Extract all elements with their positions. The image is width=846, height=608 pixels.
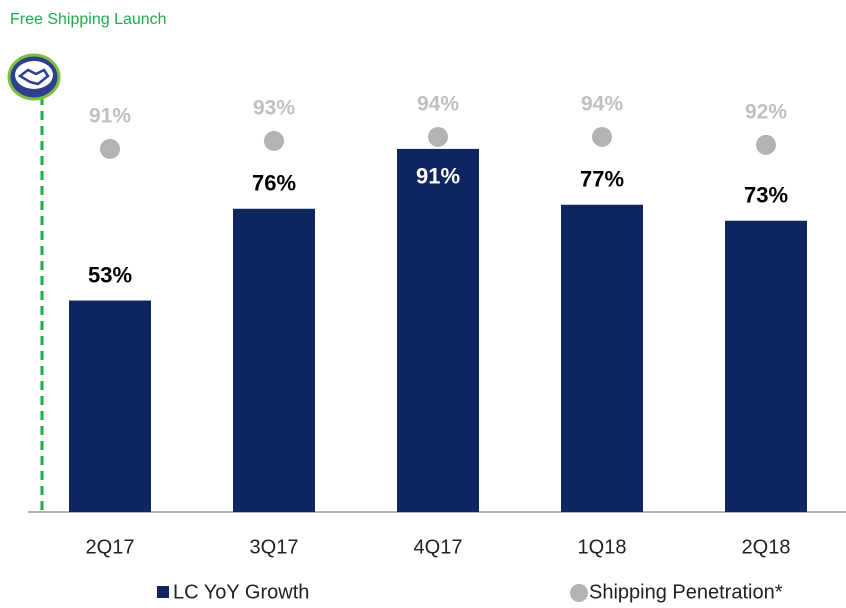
dot-label: 94% <box>581 92 623 115</box>
bar <box>69 300 151 512</box>
dot-label: 91% <box>89 104 131 127</box>
dot <box>264 130 284 151</box>
legend-label: LC YoY Growth <box>173 581 309 603</box>
x-tick-label: 4Q17 <box>414 536 463 558</box>
legend-swatch <box>570 584 588 602</box>
legend-swatch <box>157 586 169 598</box>
bar-label: 91% <box>416 164 460 189</box>
x-tick-label: 2Q17 <box>86 536 135 558</box>
dot <box>756 134 776 155</box>
bar <box>397 148 479 512</box>
dot <box>100 138 120 159</box>
annotation: Free Shipping Launch <box>10 11 167 28</box>
bar-label: 77% <box>580 167 624 192</box>
x-tick-label: 1Q18 <box>578 536 627 558</box>
handshake-icon <box>7 53 61 101</box>
bar-label: 53% <box>88 262 132 287</box>
bar <box>561 204 643 512</box>
dot <box>428 126 448 147</box>
dot-label: 93% <box>253 96 295 119</box>
x-tick-label: 3Q17 <box>250 536 299 558</box>
x-tick-label: 2Q18 <box>742 536 791 558</box>
bar <box>725 220 807 513</box>
dot <box>592 126 612 147</box>
bar <box>233 208 315 512</box>
legend-label: Shipping Penetration* <box>589 581 783 603</box>
dot-label: 92% <box>745 100 787 123</box>
dot-label: 94% <box>417 92 459 115</box>
bar-label: 73% <box>744 183 788 208</box>
bar-label: 76% <box>252 171 296 196</box>
